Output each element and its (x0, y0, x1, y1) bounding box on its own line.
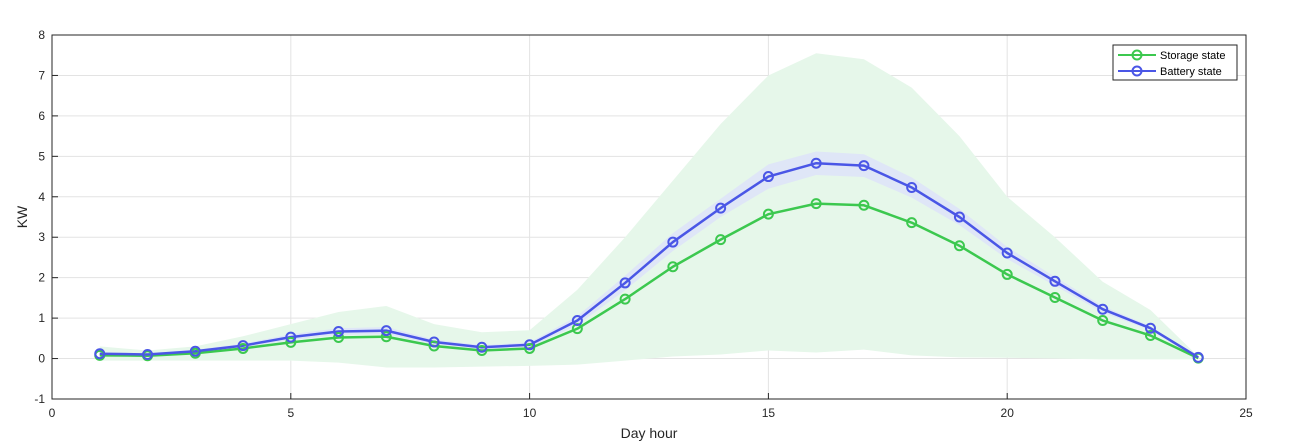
storage-state-point (333, 332, 345, 344)
storage-state-point (1001, 268, 1013, 280)
storage-state-point (906, 217, 918, 229)
x-tick-label: 25 (1239, 406, 1253, 420)
storage-state-point (810, 198, 822, 210)
series-lines (99, 161, 1199, 360)
battery-state-point (142, 349, 154, 361)
battery-state-point (619, 277, 631, 289)
y-tick-label: 7 (38, 68, 45, 82)
y-tick-label: 6 (38, 109, 45, 123)
battery-state-line (99, 161, 1199, 359)
battery-state-point (810, 157, 822, 169)
y-axis-ticks: -1 0 1 2 3 4 5 6 7 8 (34, 28, 58, 406)
storage-state-point (715, 234, 727, 246)
storage-state-point (285, 336, 297, 348)
legend-label-battery-state: Battery state (1160, 66, 1222, 78)
storage-state-point (953, 240, 965, 252)
legend: Storage state Battery state (1112, 44, 1238, 81)
storage-state-point (1049, 291, 1061, 303)
storage-state-point (667, 261, 679, 273)
x-axis-ticks: 0 5 10 15 20 25 (49, 393, 1253, 420)
y-tick-label: 0 (38, 352, 45, 366)
legend-label-storage-state: Storage state (1160, 50, 1225, 62)
storage-state-point (428, 340, 440, 352)
storage-state-band (99, 53, 1199, 368)
battery-state-point (189, 345, 201, 357)
x-tick-label: 20 (1001, 406, 1015, 420)
battery-state-point (285, 331, 297, 343)
battery-state-point (476, 341, 488, 353)
battery-state-point (762, 171, 774, 183)
battery-state-point (858, 160, 870, 172)
legend-marker-battery-state (1131, 65, 1143, 77)
storage-state-point (762, 208, 774, 220)
battery-state-point (1097, 303, 1109, 315)
storage-state-point (619, 293, 631, 305)
battery-state-band (99, 151, 1199, 359)
series-markers (94, 157, 1204, 364)
y-axis-label: KW (14, 205, 30, 228)
battery-state-point (428, 336, 440, 348)
storage-state-point (1097, 315, 1109, 327)
x-tick-label: 10 (523, 406, 537, 420)
battery-state-point (94, 348, 106, 360)
battery-state-point (953, 211, 965, 223)
storage-state-point (524, 342, 536, 354)
battery-state-point (333, 325, 345, 337)
y-tick-label: 3 (38, 230, 45, 244)
battery-state-point (524, 339, 536, 351)
battery-state-point (1001, 247, 1013, 259)
x-axis-label: Day hour (621, 425, 678, 441)
x-tick-label: 5 (287, 406, 294, 420)
storage-state-point (476, 344, 488, 356)
battery-state-point (906, 181, 918, 193)
battery-state-point (380, 325, 392, 337)
storage-state-point (858, 199, 870, 211)
plot-frame (51, 34, 1247, 400)
x-tick-label: 0 (49, 406, 56, 420)
y-tick-label: 1 (38, 311, 45, 325)
battery-state-point (715, 202, 727, 214)
y-tick-label: -1 (34, 392, 45, 406)
battery-state-point (1144, 322, 1156, 334)
storage-state-line (99, 202, 1199, 360)
legend-marker-storage-state (1131, 49, 1143, 61)
y-tick-label: 5 (38, 149, 45, 163)
battery-state-point (1049, 275, 1061, 287)
x-tick-label: 15 (762, 406, 776, 420)
y-tick-label: 4 (38, 190, 45, 204)
battery-state-point (237, 340, 249, 352)
y-tick-label: 8 (38, 28, 45, 42)
battery-state-point (1192, 351, 1204, 363)
battery-state-point (667, 236, 679, 248)
confidence-bands (99, 53, 1199, 368)
storage-state-point (380, 331, 392, 343)
y-tick-label: 2 (38, 271, 45, 285)
battery-state-point (571, 315, 583, 327)
storage-state-point (1144, 330, 1156, 342)
